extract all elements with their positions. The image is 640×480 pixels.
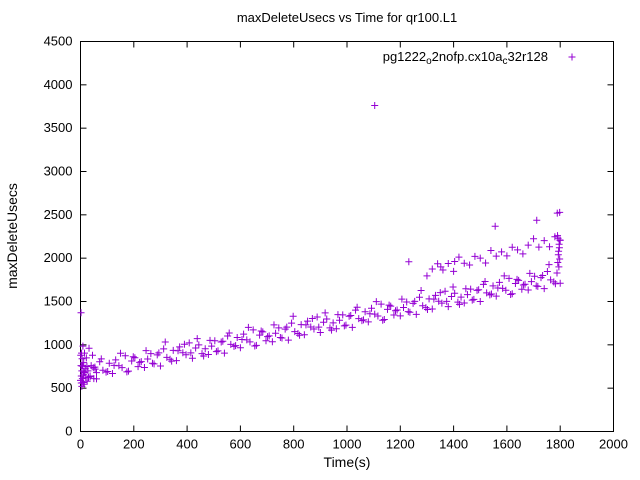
- x-tick-label: 400: [176, 437, 198, 452]
- x-axis-label: Time(s): [324, 454, 371, 470]
- y-tick-label: 0: [65, 424, 72, 439]
- y-tick-label: 2000: [44, 250, 73, 265]
- y-tick-label: 3000: [44, 164, 73, 179]
- x-tick-label: 800: [283, 437, 305, 452]
- x-tick-label: 200: [123, 437, 145, 452]
- legend-label: pg1222o2nofp.cx10ac32r128: [383, 49, 548, 67]
- y-tick-label: 2500: [44, 207, 73, 222]
- x-tick-label: 1200: [386, 437, 415, 452]
- y-tick-label: 4500: [44, 34, 73, 49]
- y-tick-label: 4000: [44, 77, 73, 92]
- y-axis-label: maxDeleteUsecs: [4, 183, 20, 289]
- x-tick-label: 1800: [546, 437, 575, 452]
- x-tick-label: 600: [230, 437, 252, 452]
- x-tick-label: 0: [77, 437, 84, 452]
- x-tick-label: 1000: [333, 437, 362, 452]
- data-points: [77, 101, 564, 390]
- y-tick-label: 3500: [44, 120, 73, 135]
- x-tick-label: 2000: [599, 437, 628, 452]
- legend-marker-plus-icon: [568, 53, 576, 61]
- y-tick-label: 1500: [44, 294, 73, 309]
- y-tick-label: 1000: [44, 337, 73, 352]
- axis-ticks: 0 200 400 600 800 1000 1200 1400 1600 1800 2000 0 50…: [44, 34, 628, 452]
- y-tick-label: 500: [51, 380, 73, 395]
- chart-title: maxDeleteUsecs vs Time for qr100.L1: [237, 10, 457, 25]
- x-tick-label: 1600: [492, 437, 521, 452]
- x-tick-label: 1400: [439, 437, 468, 452]
